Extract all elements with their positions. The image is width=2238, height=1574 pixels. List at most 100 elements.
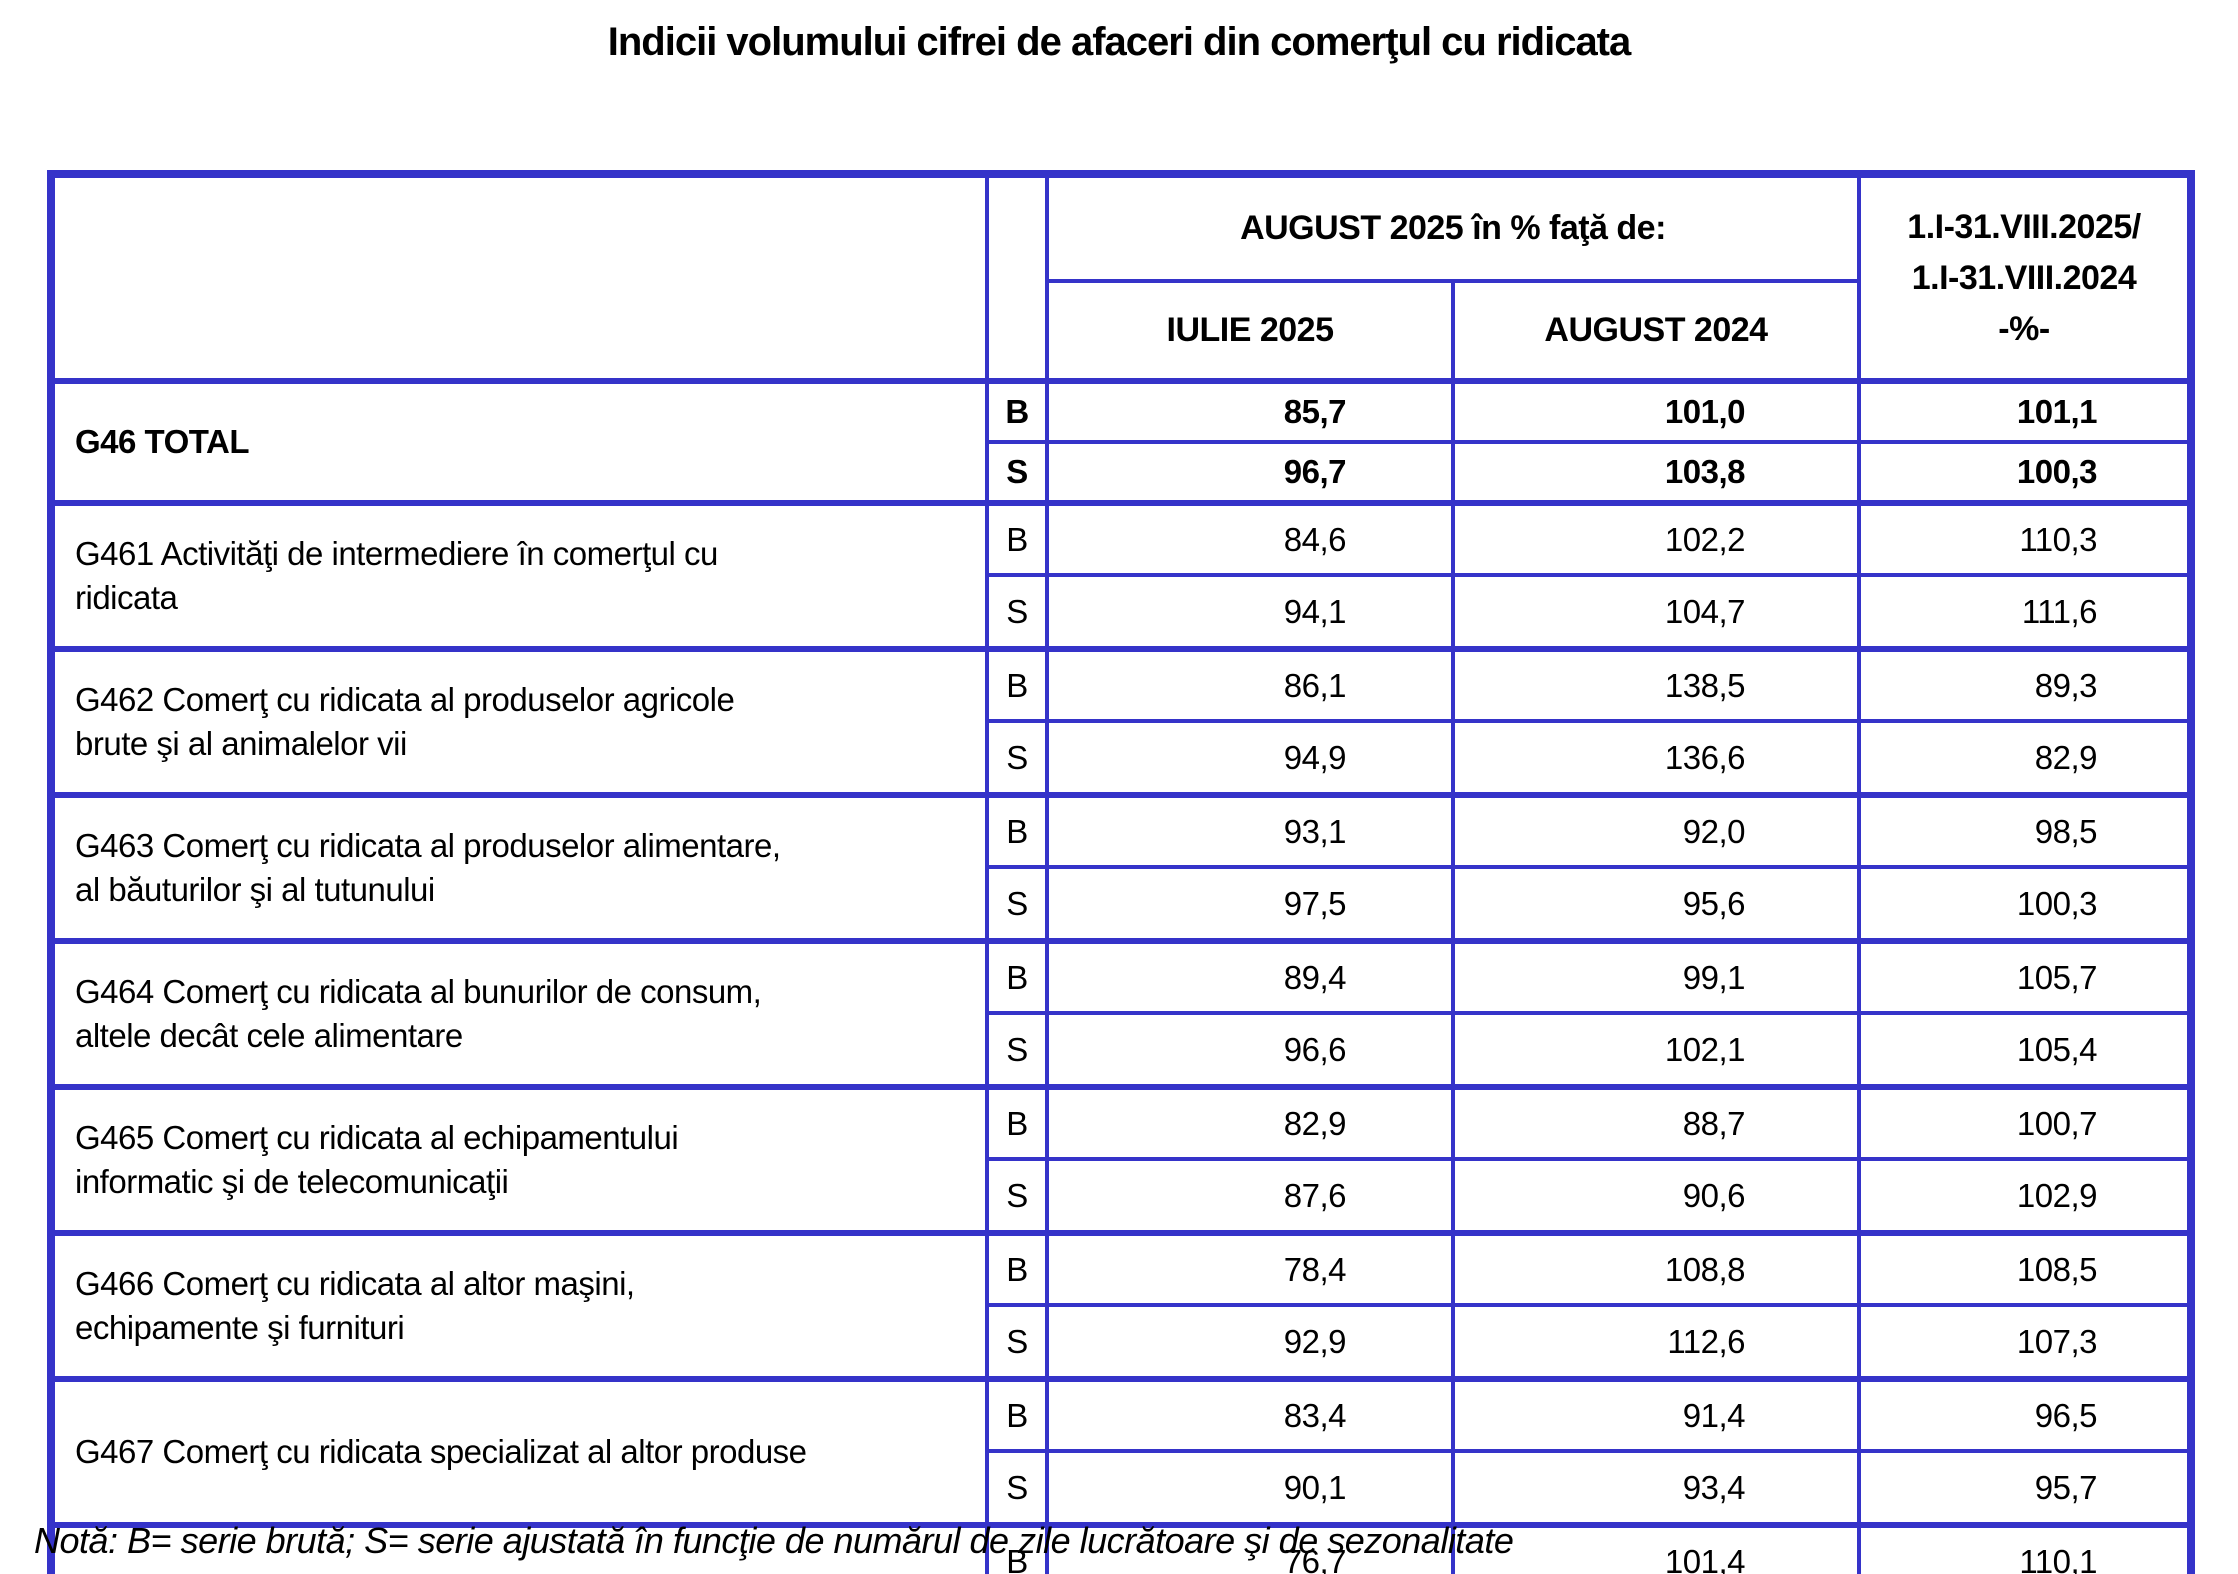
value-cell: 100,7 [1857, 1084, 2193, 1161]
series-label: B [985, 1522, 1049, 1574]
page-title: Indicii volumului cifrei de afaceri din … [607, 20, 1632, 64]
header-period-ratio: 1.I-31.VIII.2025/ 1.I-31.VIII.2024 -%- [1857, 172, 2193, 383]
value-cell: 95,6 [1451, 865, 1861, 943]
value-cell: 84,6 [1045, 500, 1455, 577]
value-cell: 102,1 [1451, 1011, 1861, 1089]
value-cell: 107,3 [1857, 1303, 2193, 1381]
table-row: S 90,1 93,4 95,7 [51, 1449, 2193, 1527]
series-label: B [985, 792, 1049, 869]
value-cell: 91,4 [1451, 1376, 1861, 1453]
table-row: S 96,6 102,1 105,4 [51, 1011, 2193, 1089]
value-cell: 108,5 [1857, 1230, 2193, 1307]
value-cell: 99,1 [1451, 938, 1861, 1015]
series-label: S [985, 1303, 1049, 1381]
value-cell: 105,4 [1857, 1011, 2193, 1089]
series-label: S [985, 1157, 1049, 1235]
series-label: B [985, 646, 1049, 723]
value-cell: 96,6 [1045, 1011, 1455, 1089]
value-cell: 92,0 [1451, 792, 1861, 869]
value-cell: 83,4 [1045, 1376, 1455, 1453]
header-col-august-2024: AUGUST 2024 [1451, 279, 1861, 384]
value-cell: 110,1 [1857, 1522, 2193, 1574]
value-cell: 136,6 [1451, 719, 1861, 797]
value-cell: 104,7 [1451, 573, 1861, 651]
table-row: G466 Comerţ cu ridicata al altor maşini,… [49, 1230, 2193, 1381]
value-cell: 94,9 [1045, 719, 1455, 797]
value-cell: 89,3 [1857, 646, 2193, 723]
header-empty-name [49, 172, 989, 383]
value-cell: 105,7 [1857, 938, 2193, 1015]
table-row: S 87,6 90,6 102,9 [51, 1157, 2193, 1235]
value-cell: 93,1 [1045, 792, 1455, 869]
value-cell: 102,2 [1451, 500, 1861, 577]
value-cell: 86,1 [1045, 646, 1455, 723]
series-label: B [985, 1230, 1049, 1307]
series-label: B [985, 938, 1049, 1015]
table-row: S 92,9 112,6 107,3 [51, 1303, 2193, 1381]
series-label: S [985, 1449, 1049, 1527]
value-cell: 112,6 [1451, 1303, 1861, 1381]
series-label: S [985, 573, 1049, 651]
value-cell: 90,6 [1451, 1157, 1861, 1235]
header-col-iulie-2025: IULIE 2025 [1045, 279, 1455, 384]
value-cell: 89,4 [1045, 938, 1455, 1015]
value-cell: 82,9 [1857, 719, 2193, 797]
value-cell: 87,6 [1045, 1157, 1455, 1235]
value-cell: 100,3 [1857, 865, 2193, 943]
value-cell: 101,4 [1451, 1522, 1861, 1574]
value-cell: 82,9 [1045, 1084, 1455, 1161]
value-cell: 101,0 [1451, 378, 1861, 444]
value-cell: 85,7 [1045, 378, 1455, 444]
value-cell: 111,6 [1857, 573, 2193, 651]
table-row: G463 Comerţ cu ridicata al produselor al… [49, 792, 2193, 943]
value-cell: 110,3 [1857, 500, 2193, 577]
table-row: G46 TOTAL B 85,7 101,0 101,1 [49, 378, 2193, 505]
table-row: S 97,5 95,6 100,3 [51, 865, 2193, 943]
row-name-g463: G463 Comerţ cu ridicata al produselor al… [49, 792, 989, 943]
value-cell: 101,1 [1857, 378, 2193, 444]
turnover-indices-table: AUGUST 2025 în % faţă de: 1.I-31.VIII.20… [47, 170, 2195, 1574]
series-label: S [985, 719, 1049, 797]
value-cell: 95,7 [1857, 1449, 2193, 1527]
value-cell: 94,1 [1045, 573, 1455, 651]
value-cell: 103,8 [1451, 440, 1861, 505]
table-row: G464 Comerţ cu ridicata al bunurilor de … [49, 938, 2193, 1089]
value-cell: 102,9 [1857, 1157, 2193, 1235]
value-cell: 78,4 [1045, 1230, 1455, 1307]
value-cell: 93,4 [1451, 1449, 1861, 1527]
table-row: S 94,9 136,6 82,9 [51, 719, 2193, 797]
series-label: S [985, 865, 1049, 943]
table-row: G462 Comerţ cu ridicata al produselor ag… [49, 646, 2193, 797]
value-cell: 92,9 [1045, 1303, 1455, 1381]
value-cell: 108,8 [1451, 1230, 1861, 1307]
value-cell: 98,5 [1857, 792, 2193, 869]
series-label: B [985, 500, 1049, 577]
value-cell: 100,3 [1857, 440, 2193, 505]
series-label: S [985, 440, 1049, 505]
value-cell: 76,7 [1045, 1522, 1455, 1574]
table-row: G467 Comerţ cu ridicata specializat al a… [49, 1376, 2193, 1527]
header-empty-series [985, 172, 1049, 383]
row-name-g467: G467 Comerţ cu ridicata specializat al a… [49, 1376, 989, 1527]
table-row: G465 Comerţ cu ridicata al echipamentulu… [49, 1084, 2193, 1235]
series-label: S [985, 1011, 1049, 1089]
row-name-g465: G465 Comerţ cu ridicata al echipamentulu… [49, 1084, 989, 1235]
value-cell: 90,1 [1045, 1449, 1455, 1527]
series-label: B [985, 1084, 1049, 1161]
value-cell: 97,5 [1045, 865, 1455, 943]
table-row: G461 Activităţi de intermediere în comer… [49, 500, 2193, 651]
series-label: B [985, 378, 1049, 444]
table-row: S 96,7 103,8 100,3 [51, 440, 2193, 505]
row-name-g466: G466 Comerţ cu ridicata al altor maşini,… [49, 1230, 989, 1381]
table-row: G469 Comerţ cu ridicata nespecializat B … [49, 1522, 2193, 1574]
value-cell: 138,5 [1451, 646, 1861, 723]
row-name-g469: G469 Comerţ cu ridicata nespecializat [49, 1522, 989, 1574]
value-cell: 88,7 [1451, 1084, 1861, 1161]
value-cell: 96,5 [1857, 1376, 2193, 1453]
row-name-g462: G462 Comerţ cu ridicata al produselor ag… [49, 646, 989, 797]
table-row: S 94,1 104,7 111,6 [51, 573, 2193, 651]
header-group-label: AUGUST 2025 în % faţă de: [1045, 172, 1861, 283]
value-cell: 96,7 [1045, 440, 1455, 505]
series-label: B [985, 1376, 1049, 1453]
